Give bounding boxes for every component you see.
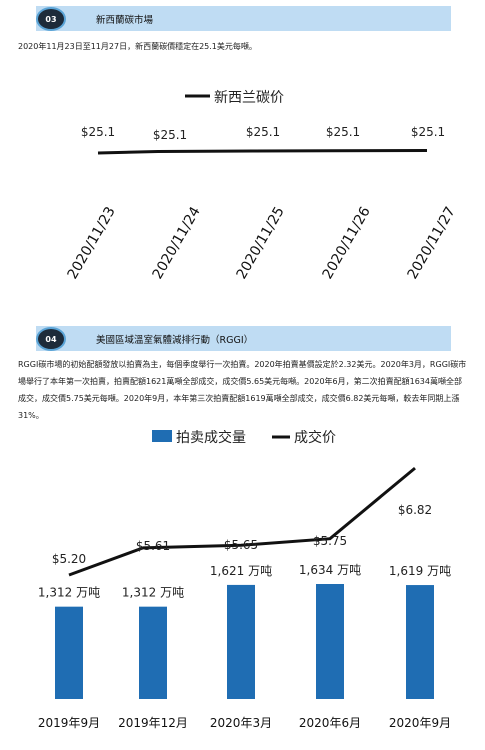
section2-badge: 04 (36, 327, 66, 351)
x-category-label: 2019年12月 (118, 716, 188, 730)
legend-label: 新西兰碳价 (214, 90, 284, 106)
data-label: $25.1 (246, 125, 280, 139)
price-data-label: $5.75 (313, 534, 347, 548)
x-tick-label: 2020/11/23 (65, 204, 119, 282)
x-tick-label: 2020/11/26 (320, 204, 374, 282)
nz-carbon-price-chart: 新西兰碳价 $25.1 $25.1 $25.1 $25.1 $25.1 2020/11/23… (65, 90, 459, 282)
x-tick-label: 2020/11/24 (150, 204, 204, 282)
volume-data-label: 1,312 万吨 (122, 586, 184, 600)
legend-line-label: 成交价 (294, 430, 336, 446)
section1-text: 2020年11月23日至11月27日，新西蘭碳價穩定在25.1美元每噸。 (18, 42, 257, 51)
section1-header-bar (36, 6, 451, 31)
volume-bar (55, 606, 83, 699)
data-label: $25.1 (411, 125, 445, 139)
price-data-label: $5.65 (224, 538, 258, 552)
x-tick-label: 2020/11/27 (405, 204, 459, 282)
data-label: $25.1 (153, 128, 187, 142)
price-data-label: $6.82 (398, 503, 432, 517)
volume-data-label: 1,312 万吨 (38, 586, 100, 600)
volume-data-label: 1,634 万吨 (299, 563, 361, 577)
legend-bar-swatch (152, 430, 172, 442)
section1-title: 新西蘭碳市場 (96, 15, 154, 26)
price-line (97, 149, 428, 155)
legend-bar-label: 拍卖成交量 (176, 430, 246, 446)
rggi-auction-chart: 拍卖成交量 成交价 1,312 万吨 1,312 万吨 1,621 万吨 1,634 万吨… (38, 430, 451, 730)
volume-bar (406, 585, 434, 699)
x-category-label: 2020年6月 (299, 716, 361, 730)
price-data-label: $5.20 (52, 552, 86, 566)
x-category-label: 2020年9月 (389, 716, 451, 730)
volume-data-label: 1,619 万吨 (389, 564, 451, 578)
x-category-label: 2019年9月 (38, 716, 100, 730)
volume-bar (139, 606, 167, 699)
volume-bar (316, 584, 344, 699)
section2-text: RGGI碳市場的初始配額發放以拍賣為主，每個季度舉行一次拍賣。2020年拍賣基價… (18, 360, 467, 420)
section2-header-bar (36, 326, 451, 351)
section2-title: 美國區域溫室氣體減排行動（RGGI） (96, 335, 254, 346)
volume-data-label: 1,621 万吨 (210, 564, 272, 578)
price-line (68, 466, 416, 577)
price-data-label: $5.61 (136, 539, 170, 553)
data-label: $25.1 (326, 125, 360, 139)
data-label: $25.1 (81, 125, 115, 139)
volume-bar (227, 584, 255, 699)
x-category-label: 2020年3月 (210, 716, 272, 730)
x-tick-label: 2020/11/25 (234, 204, 288, 282)
section1-badge: 03 (36, 7, 66, 31)
